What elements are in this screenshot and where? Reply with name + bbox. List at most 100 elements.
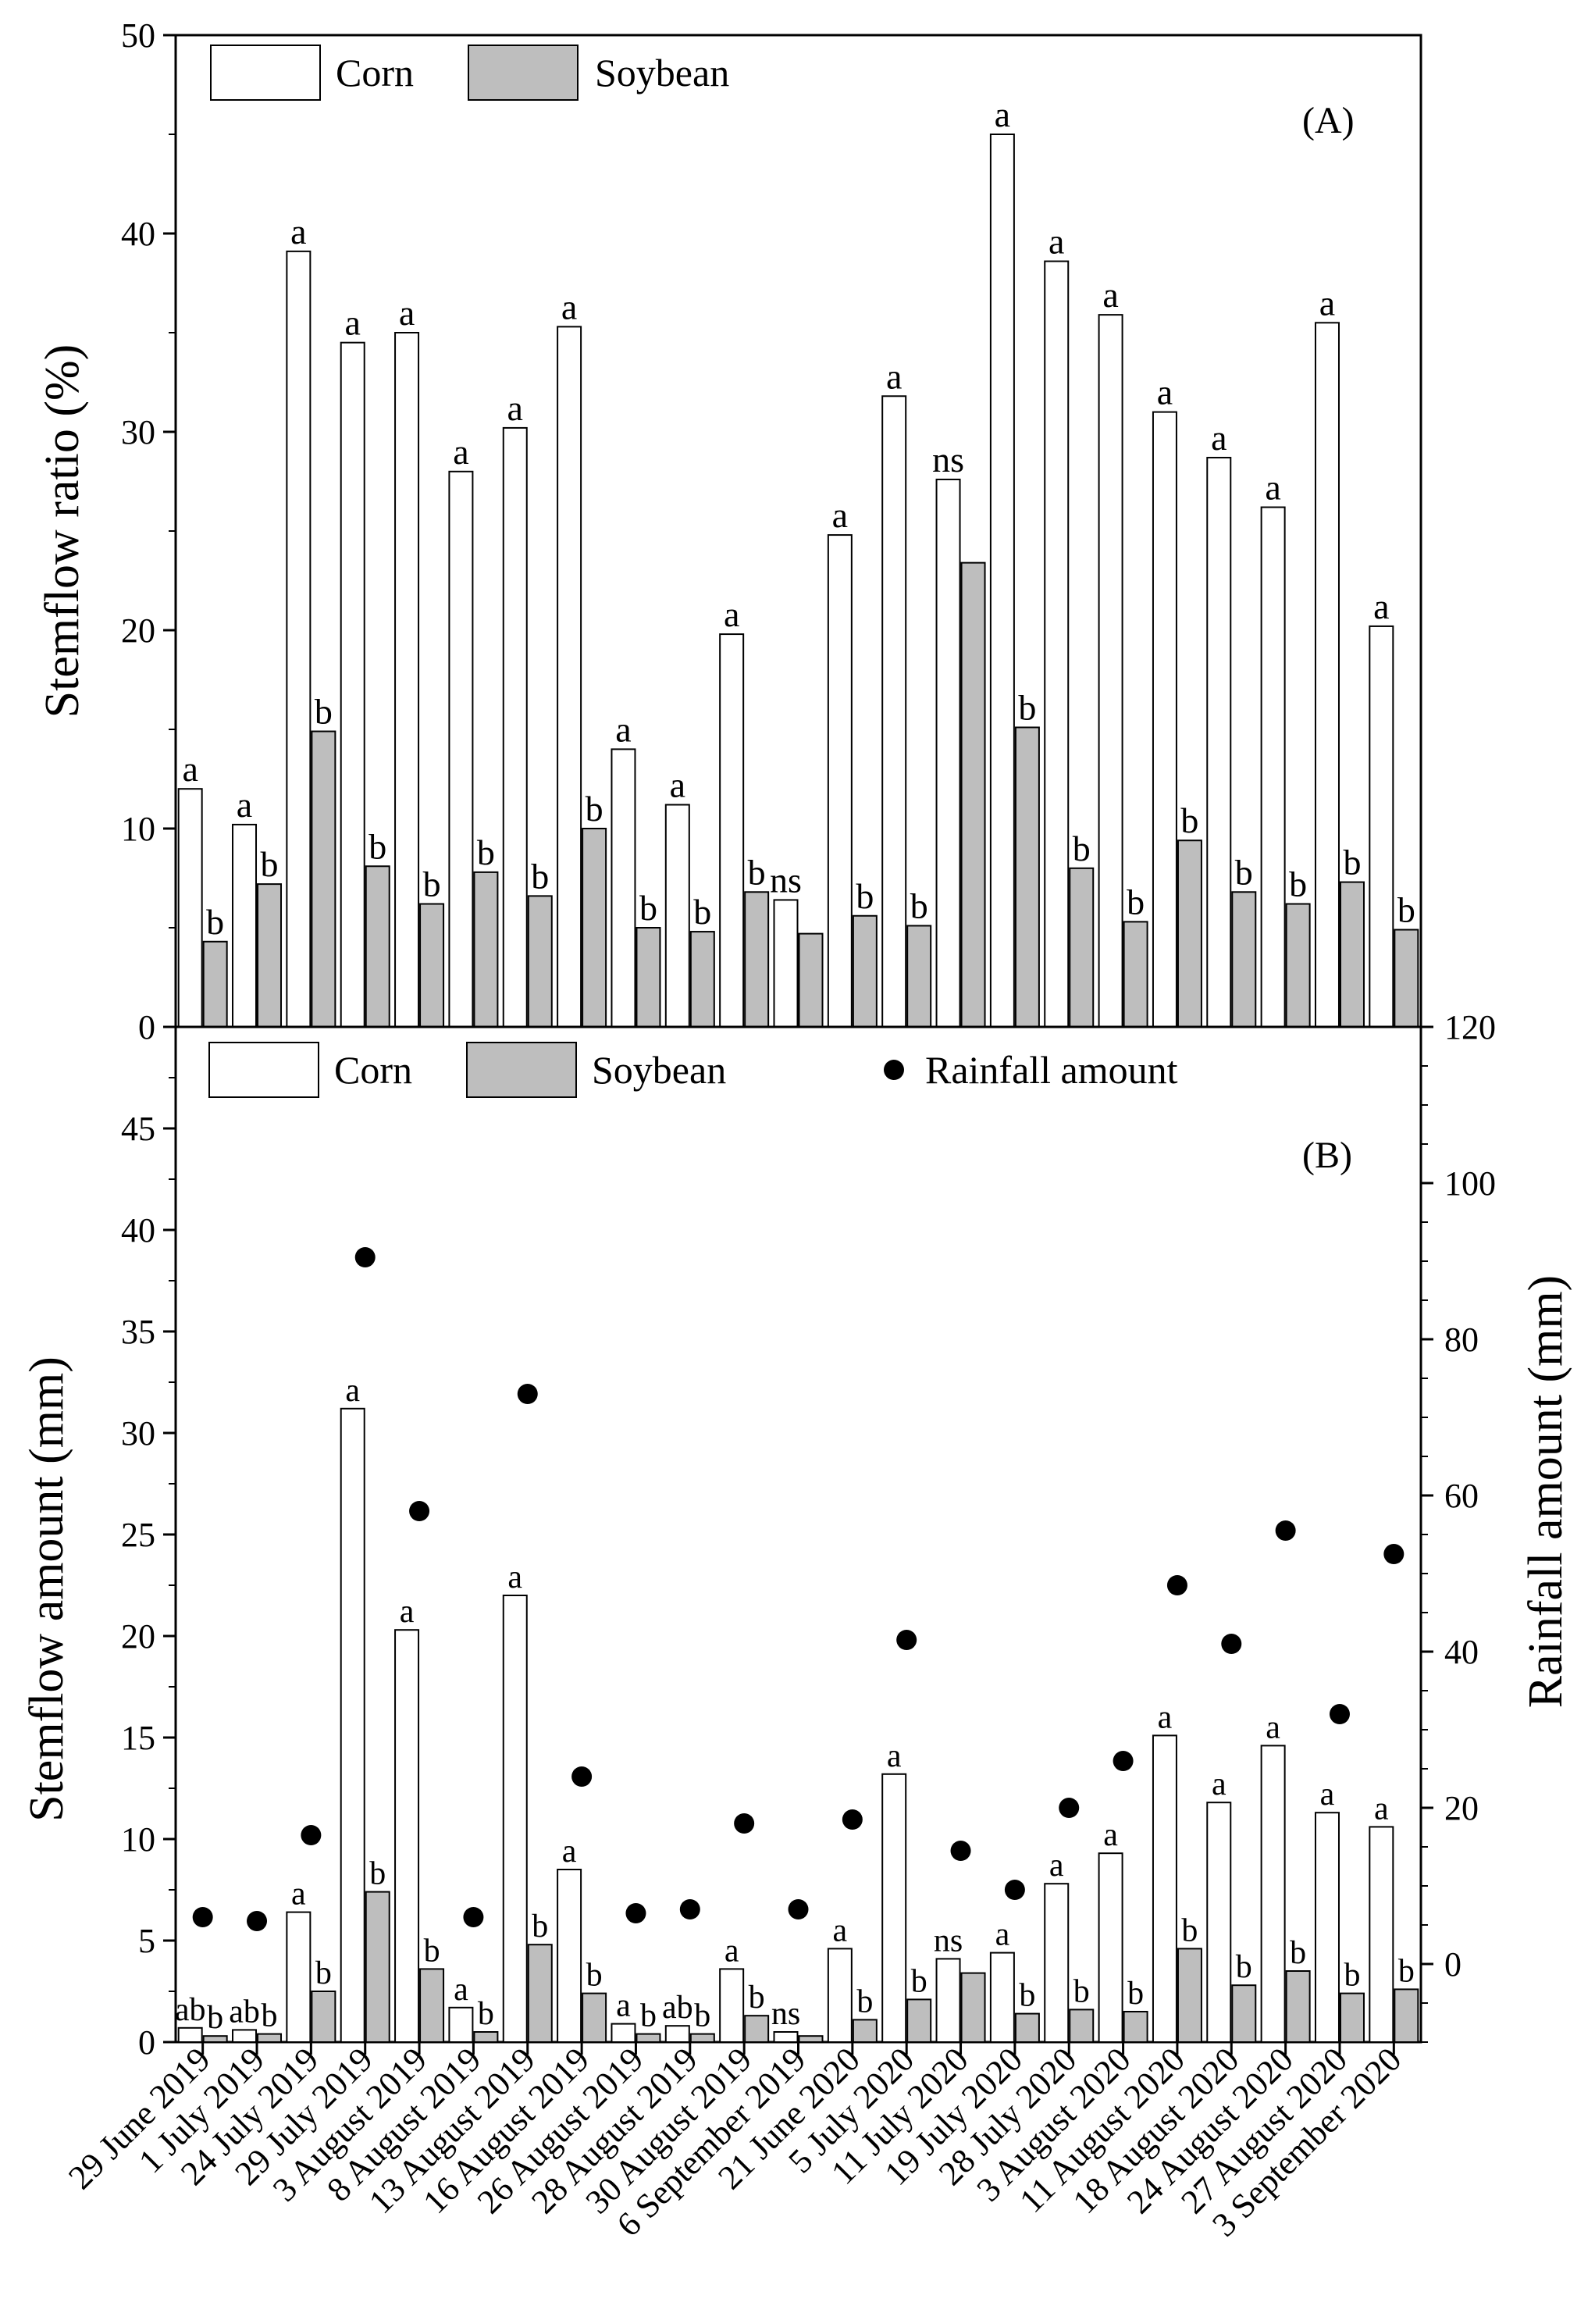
- bar-soybean: [636, 927, 661, 1028]
- data-label-corn: a: [724, 594, 739, 634]
- panel-a-label: (A): [1302, 100, 1355, 141]
- data-label-corn: ns: [934, 1923, 963, 1959]
- panel-b-rainfall-points: [192, 1247, 1405, 1931]
- bar-corn: [1260, 1745, 1286, 2043]
- bar-corn: [286, 250, 312, 1028]
- data-label-corn: a: [507, 1559, 522, 1595]
- data-label-soybean: b: [1397, 890, 1415, 930]
- bar-soybean: [311, 1991, 336, 2043]
- bar-corn: [827, 1948, 853, 2043]
- bar-soybean: [1014, 2012, 1040, 2044]
- data-label-corn: a: [182, 749, 198, 789]
- bar-soybean: [1123, 921, 1148, 1028]
- legend-swatch-soybean: [468, 45, 579, 101]
- data-label-corn: a: [1103, 1817, 1118, 1853]
- rainfall-point: [517, 1384, 538, 1404]
- bar-soybean: [1014, 726, 1040, 1028]
- bar-soybean: [311, 730, 336, 1028]
- data-label-soybean: b: [262, 1998, 278, 2034]
- data-label-soybean: b: [261, 844, 279, 884]
- data-label-corn: a: [833, 1912, 848, 1948]
- legend-label-soybean: Soybean: [592, 1048, 726, 1092]
- panel-a-y-axis-title: Stemflow ratio (%): [36, 344, 89, 718]
- data-label-corn: a: [995, 94, 1010, 134]
- y-tick-label: 40: [121, 215, 155, 253]
- data-label-soybean: b: [1343, 843, 1361, 882]
- data-label-corn: a: [1266, 1709, 1280, 1745]
- data-label-soybean: b: [315, 1955, 332, 1991]
- rainfall-point: [1166, 1575, 1187, 1595]
- data-label-corn: ab: [662, 1990, 693, 2026]
- bar-soybean: [906, 925, 932, 1028]
- data-label-corn: a: [345, 303, 361, 343]
- data-label-corn: a: [237, 785, 252, 825]
- data-label-corn: ab: [229, 1994, 260, 2030]
- data-label-soybean: b: [1344, 1958, 1360, 1994]
- data-label-soybean: b: [639, 888, 657, 928]
- data-label-corn: ns: [771, 1996, 800, 2032]
- data-label-soybean: b: [640, 1998, 657, 2034]
- bar-soybean: [1339, 881, 1365, 1028]
- data-label-corn: a: [454, 1972, 468, 2008]
- data-label-soybean: b: [1180, 800, 1198, 840]
- rainfall-point: [571, 1766, 593, 1787]
- bar-soybean: [1069, 867, 1095, 1028]
- data-label-soybean: b: [315, 692, 333, 732]
- data-label-soybean: b: [911, 1963, 927, 1999]
- legend-label-rainfall: Rainfall amount: [925, 1048, 1178, 1092]
- bar-corn: [1152, 411, 1177, 1028]
- data-label-soybean: b: [749, 1980, 765, 2016]
- bar-soybean: [1339, 1992, 1365, 2044]
- bar-soybean: [419, 903, 445, 1028]
- data-label-soybean: b: [748, 852, 766, 892]
- bar-corn: [1044, 260, 1070, 1028]
- bar-soybean: [527, 1944, 553, 2043]
- data-label-corn: a: [507, 388, 523, 428]
- data-label-soybean: b: [424, 1933, 440, 1969]
- bar-soybean: [1123, 2011, 1148, 2043]
- bar-corn: [1044, 1883, 1070, 2043]
- bar-corn: [664, 804, 690, 1028]
- data-label-corn: a: [453, 432, 468, 472]
- bar-soybean: [365, 865, 390, 1028]
- data-label-soybean: b: [423, 864, 441, 904]
- data-label-corn: a: [725, 1933, 739, 1969]
- bar-soybean: [852, 914, 878, 1028]
- y2-tick-label: 60: [1444, 1477, 1479, 1515]
- bar-soybean: [798, 2035, 824, 2043]
- data-label-corn: a: [1319, 283, 1335, 323]
- bar-corn: [1314, 322, 1340, 1028]
- data-label-corn: a: [561, 287, 577, 326]
- bar-soybean: [365, 1891, 390, 2044]
- data-label-soybean: b: [856, 1984, 873, 2019]
- bar-corn: [1206, 1802, 1232, 2043]
- y-tick-label: 0: [138, 2023, 155, 2062]
- bar-soybean: [1231, 891, 1257, 1028]
- rainfall-point: [1004, 1880, 1025, 1900]
- rainfall-point: [1113, 1751, 1134, 1771]
- y-tick-label: 30: [121, 1414, 155, 1452]
- data-label-soybean: b: [693, 892, 711, 932]
- data-label-soybean: b: [207, 2000, 223, 2036]
- panel-b-label: (B): [1302, 1135, 1352, 1176]
- bar-corn: [340, 1407, 365, 2044]
- y-tick-label: 25: [121, 1516, 155, 1554]
- data-label-soybean: b: [1236, 1949, 1252, 1985]
- data-label-corn: a: [399, 293, 415, 333]
- bar-corn: [557, 326, 582, 1028]
- bar-soybean: [960, 561, 986, 1028]
- data-label-corn: a: [1211, 418, 1227, 458]
- bar-soybean: [202, 940, 228, 1028]
- rainfall-point: [1221, 1634, 1242, 1654]
- bar-corn: [881, 1773, 907, 2044]
- bar-corn: [1098, 314, 1123, 1028]
- bar-corn: [1098, 1852, 1123, 2043]
- bar-corn: [394, 1629, 420, 2043]
- data-label-soybean: b: [694, 1998, 710, 2034]
- data-label-soybean: b: [1398, 1953, 1415, 1989]
- data-label-soybean: b: [478, 1996, 494, 2032]
- bar-soybean: [744, 891, 770, 1028]
- y-tick-label: 20: [121, 1617, 155, 1656]
